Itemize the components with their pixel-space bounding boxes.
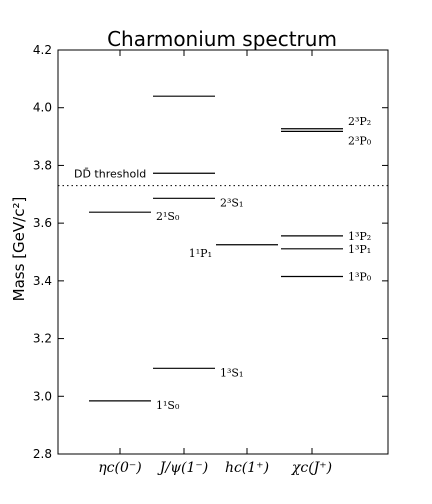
- x-tick-label: hc(1⁺): [225, 460, 269, 476]
- level-label: 2³S₁: [220, 196, 243, 209]
- dd-threshold-label: DD̄ threshold: [74, 168, 146, 181]
- y-tick-label: 3.8: [33, 158, 52, 172]
- level-label: 1³P₀: [348, 271, 372, 284]
- x-tick-label: J/ψ(1⁻): [157, 460, 209, 476]
- level-label: 1³P₁: [348, 243, 371, 256]
- chart-title: Charmonium spectrum: [107, 27, 337, 51]
- level-label: 2³P₀: [348, 134, 372, 147]
- y-tick-label: 3.0: [33, 389, 52, 403]
- level-label: 2³P₂: [348, 115, 371, 128]
- level-label: 1³P₂: [348, 230, 371, 243]
- level-label: 1³S₁: [220, 366, 243, 379]
- y-tick-label: 3.2: [33, 332, 52, 346]
- y-tick-label: 4.2: [33, 43, 52, 57]
- level-label: 1¹S₀: [156, 399, 180, 412]
- x-tick-label: ηc(0⁻): [98, 460, 141, 476]
- level-label: 1¹P₁: [189, 247, 212, 260]
- x-tick-label: χc(J⁺): [291, 460, 332, 476]
- y-tick-label: 3.4: [33, 274, 52, 288]
- y-axis-label: Mass [GeV/c²]: [10, 197, 28, 302]
- y-tick-label: 3.6: [33, 216, 52, 230]
- plot-frame: [57, 49, 389, 455]
- plot-area: 2.8 3.0 3.2 3.4 3.6 3.8 4.0 4.2 ηc(0⁻) J/ψ(1⁻) hc(…: [33, 43, 389, 476]
- y-tick-label: 2.8: [33, 447, 52, 461]
- level-label: 2¹S₀: [156, 210, 180, 223]
- y-tick-label: 4.0: [33, 101, 52, 115]
